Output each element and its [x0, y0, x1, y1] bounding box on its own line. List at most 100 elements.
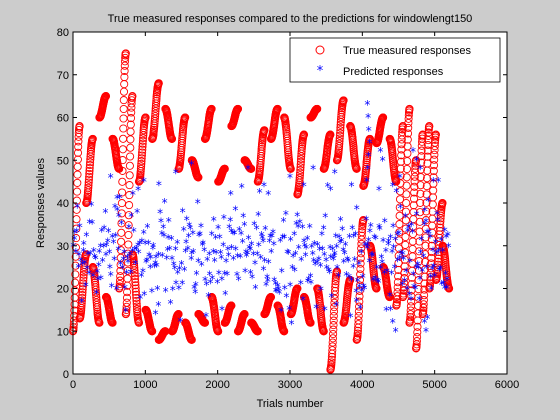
true-response-point	[117, 219, 126, 228]
true-response-point	[138, 142, 147, 151]
predicted-response-point: *	[244, 248, 250, 262]
true-response-point	[286, 164, 295, 173]
predicted-response-point: *	[265, 188, 271, 202]
predicted-response-point: *	[287, 171, 293, 185]
true-response-point	[331, 283, 340, 292]
true-response-point	[430, 155, 439, 164]
true-response-point	[137, 151, 146, 160]
predicted-response-point: *	[229, 242, 235, 256]
predicted-response-point: *	[130, 188, 136, 202]
predicted-response-point: *	[370, 249, 376, 263]
predicted-response-point: *	[349, 222, 355, 236]
true-response-point	[115, 282, 124, 291]
true-response-point	[78, 282, 87, 291]
predicted-response-point: *	[165, 244, 171, 258]
predicted-response-point: *	[237, 251, 243, 265]
true-response-point	[115, 279, 124, 289]
true-response-point	[395, 211, 404, 220]
predicted-response-point: *	[294, 210, 300, 224]
true-response-point	[430, 142, 439, 151]
predicted-response-point: *	[314, 256, 320, 270]
true-response-point	[78, 285, 87, 294]
predicted-response-point: *	[355, 275, 361, 289]
predicted-response-point: *	[93, 252, 99, 266]
true-response-point	[84, 186, 93, 195]
true-response-point	[95, 318, 104, 327]
true-response-point	[137, 154, 146, 163]
true-response-point	[394, 244, 403, 253]
predicted-response-point: *	[298, 254, 304, 268]
true-response-point	[415, 208, 425, 217]
true-response-point	[330, 286, 340, 295]
predicted-response-point: *	[334, 241, 340, 255]
true-response-point	[355, 281, 364, 290]
true-response-point	[429, 166, 438, 176]
predicted-response-point: *	[402, 275, 408, 289]
true-response-point	[400, 262, 409, 271]
predicted-response-point: *	[392, 234, 398, 248]
predicted-response-point: *	[267, 230, 273, 244]
predicted-response-point: *	[161, 230, 167, 244]
true-response-point	[355, 302, 364, 311]
predicted-response-point: *	[259, 229, 265, 243]
true-response-point	[416, 189, 425, 198]
predicted-response-point: *	[343, 269, 349, 283]
true-response-point	[403, 129, 413, 138]
predicted-response-point: *	[173, 167, 179, 181]
true-response-point	[393, 278, 402, 287]
predicted-response-point: *	[330, 253, 336, 267]
true-response-point	[355, 297, 364, 306]
predicted-response-point: *	[365, 162, 371, 176]
predicted-response-point: *	[228, 225, 234, 239]
predicted-response-point: *	[147, 261, 153, 275]
true-response-point	[137, 157, 146, 166]
predicted-response-point: *	[301, 235, 307, 249]
true-response-point	[85, 163, 94, 173]
predicted-response-point: *	[380, 154, 386, 168]
true-response-point	[120, 73, 129, 82]
predicted-response-point: *	[416, 294, 422, 308]
predicted-response-point: *	[366, 150, 372, 164]
true-response-point	[85, 172, 94, 181]
true-response-point	[401, 232, 410, 242]
legend: True measured responses * Predicted resp…	[289, 37, 501, 83]
predicted-response-point: *	[377, 223, 383, 237]
true-response-point	[359, 216, 368, 225]
true-response-point	[132, 293, 141, 302]
true-response-point	[414, 293, 423, 302]
true-response-point	[128, 92, 137, 101]
true-response-point	[336, 129, 345, 138]
x-tick-label: 4000	[350, 379, 374, 391]
predicted-response-point: *	[191, 282, 197, 296]
predicted-response-point: *	[129, 245, 135, 259]
predicted-response-point: *	[153, 252, 159, 266]
predicted-response-point: *	[193, 279, 199, 293]
predicted-response-point: *	[87, 216, 93, 230]
predicted-response-point: *	[121, 247, 127, 261]
true-response-point	[336, 120, 345, 129]
predicted-response-point: *	[354, 295, 360, 309]
predicted-response-point: *	[118, 258, 124, 272]
predicted-response-point: *	[308, 271, 314, 285]
predicted-response-point: *	[415, 258, 421, 272]
predicted-response-point: *	[265, 275, 271, 289]
predicted-response-point: *	[350, 261, 356, 275]
true-response-point	[133, 307, 142, 316]
predicted-response-point: *	[223, 256, 229, 270]
predicted-response-point: *	[125, 256, 131, 270]
true-response-point	[406, 306, 415, 315]
predicted-response-point: *	[87, 248, 93, 262]
true-response-point	[126, 120, 135, 129]
predicted-response-point: *	[392, 261, 398, 275]
predicted-response-point: *	[135, 240, 141, 254]
true-response-point	[220, 164, 229, 173]
true-response-point	[353, 326, 362, 335]
predicted-response-point: *	[155, 299, 161, 313]
predicted-response-point: *	[389, 267, 395, 281]
predicted-response-point: *	[226, 222, 232, 236]
predicted-response-point: *	[317, 244, 323, 258]
true-response-point	[131, 281, 140, 290]
predicted-response-point: *	[230, 253, 236, 267]
predicted-response-point: *	[124, 252, 130, 266]
predicted-response-point: *	[249, 238, 255, 252]
